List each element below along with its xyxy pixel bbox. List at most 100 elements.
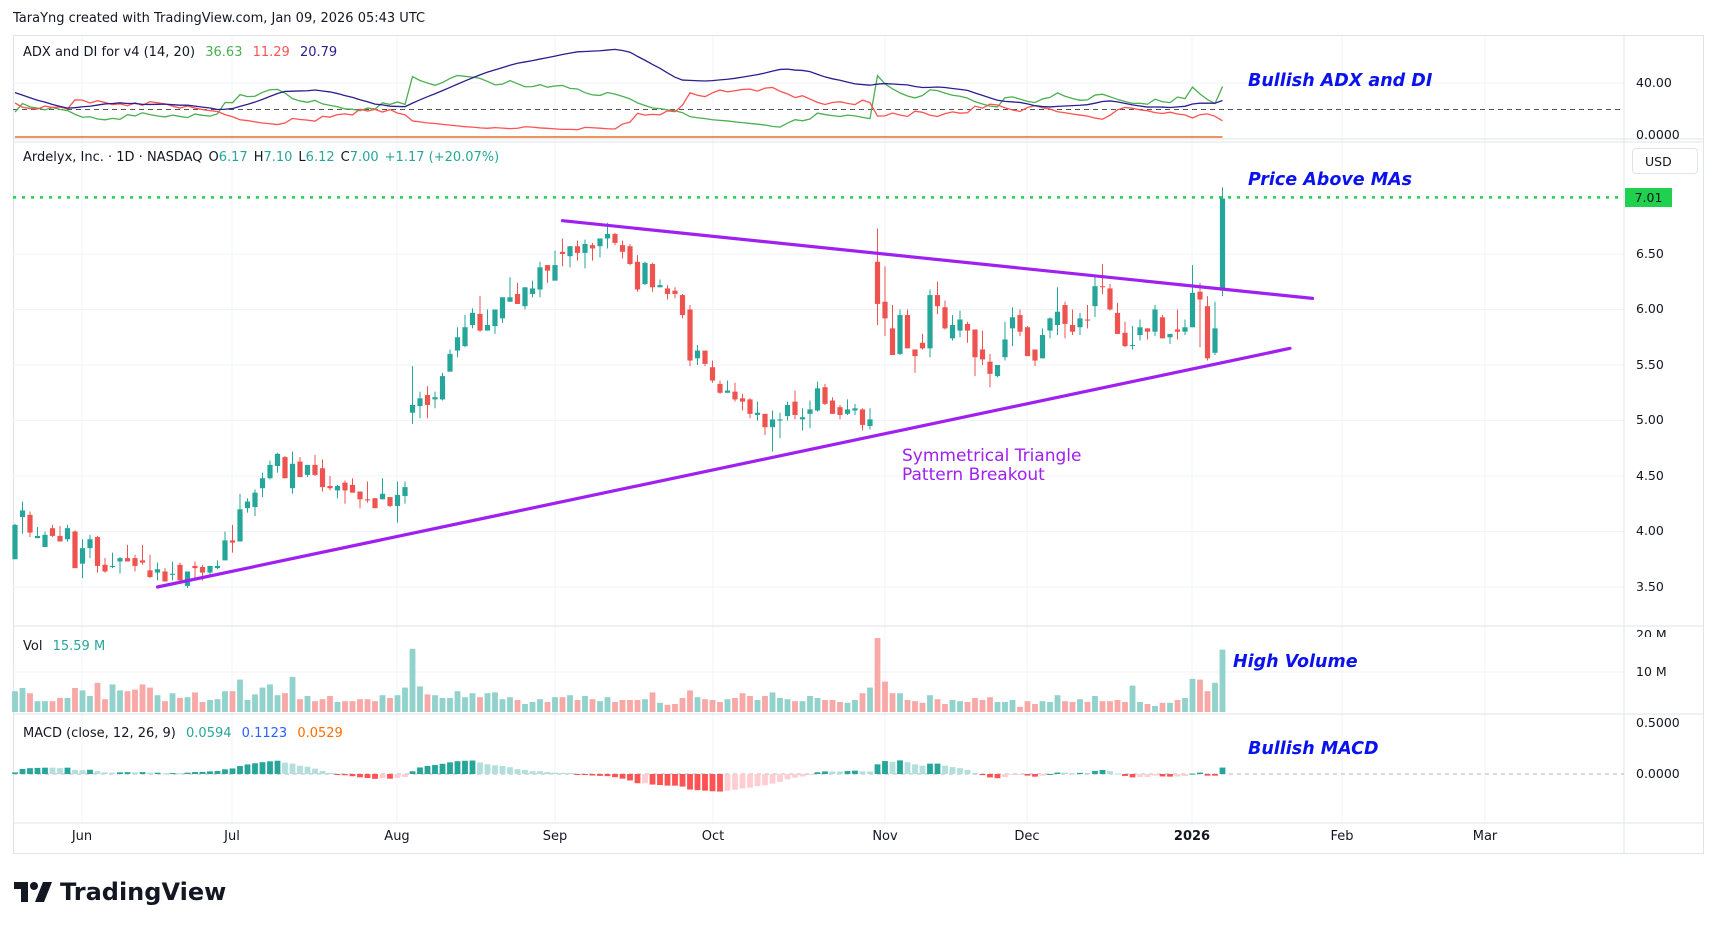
macd-histogram-bar — [612, 774, 618, 778]
volume-bar — [777, 698, 783, 712]
candle-body — [1219, 198, 1226, 291]
volume-bar — [1144, 704, 1151, 712]
macd-histogram-bar — [814, 772, 821, 774]
adx-legend[interactable]: ADX and DI for v4 (14, 20) 36.63 11.29 2… — [23, 45, 343, 60]
candle — [814, 381, 821, 412]
candle — [1017, 309, 1023, 337]
time-axis-label: 2026 — [1173, 829, 1211, 844]
candle — [912, 349, 918, 373]
candle — [394, 481, 401, 523]
macd-histogram-bar — [252, 763, 258, 774]
candle-body — [912, 349, 918, 357]
volume-bar — [304, 696, 311, 712]
macd-histogram-bar — [747, 774, 753, 788]
candle-body — [484, 325, 491, 331]
candle — [79, 539, 86, 579]
candle-body — [739, 398, 746, 402]
macd-histogram-bar — [1144, 774, 1151, 778]
price-legend[interactable]: Ardelyx, Inc. · 1D · NASDAQ O6.17 H7.10 L6.… — [23, 150, 505, 165]
high-value: 7.10 — [263, 150, 293, 165]
candle-body — [867, 419, 873, 427]
volume-bar — [724, 699, 731, 712]
candle-body — [717, 383, 723, 393]
volume-label: Vol — [23, 639, 43, 654]
macd-histogram-bar — [484, 764, 491, 774]
volume-bar — [994, 702, 1001, 712]
candle-body — [514, 293, 521, 304]
candle-body — [499, 297, 506, 319]
volume-bar — [12, 691, 18, 712]
candle — [567, 246, 573, 268]
candle — [177, 562, 183, 581]
volume-bar — [784, 699, 791, 712]
macd-histogram-bar — [79, 770, 86, 774]
candle-body — [709, 367, 716, 381]
macd-histogram-bar — [1204, 774, 1211, 776]
candle — [597, 238, 603, 258]
volume-bar — [859, 693, 866, 712]
volume-bar — [1212, 682, 1218, 712]
macd-histogram-bar — [1077, 772, 1083, 774]
candle-body — [27, 514, 33, 533]
macd-histogram-bar — [1047, 773, 1053, 775]
candle-body — [1062, 305, 1068, 324]
candle-body — [702, 350, 708, 364]
annotation-bullish-macd: Bullish MACD — [1248, 739, 1379, 759]
volume-bar — [814, 698, 821, 712]
macd-histogram-bar — [837, 771, 843, 774]
candle-body — [19, 510, 26, 518]
candle — [34, 527, 41, 539]
triangle-lower-trendline — [155, 346, 1292, 589]
candle-body — [642, 262, 648, 284]
candle-body — [1174, 329, 1181, 332]
currency-button[interactable]: USD — [1632, 148, 1698, 174]
macd-histogram-bar — [109, 772, 116, 774]
candle-body — [567, 246, 573, 257]
candle — [154, 562, 161, 581]
macd-histogram-bar — [852, 770, 858, 774]
candle-body — [1032, 349, 1038, 361]
candle-body — [1144, 328, 1151, 332]
price-axis-label: 5.50 — [1636, 357, 1664, 372]
macd-histogram-bar — [1182, 774, 1188, 777]
volume-bar — [514, 700, 521, 712]
candle — [1114, 302, 1121, 334]
macd-histogram-bar — [1152, 774, 1158, 776]
tradingview-logo[interactable]: TradingView — [14, 878, 226, 906]
macd-histogram-bar — [589, 774, 596, 776]
macd-histogram-bar — [334, 774, 341, 775]
candle-body — [942, 307, 948, 329]
candle — [364, 481, 371, 503]
volume-bar — [87, 696, 93, 712]
candle-body — [859, 409, 866, 425]
volume-bar — [559, 697, 566, 712]
volume-legend[interactable]: Vol 15.59 M — [23, 639, 111, 654]
candle-body — [949, 325, 956, 339]
candle — [529, 280, 536, 298]
candle — [349, 478, 356, 493]
candle — [634, 255, 641, 292]
candle-body — [439, 376, 446, 400]
macd-histogram-bar — [357, 774, 363, 778]
volume-bar — [439, 698, 446, 712]
volume-bar — [1204, 691, 1211, 712]
macd-histogram-bar — [289, 763, 296, 774]
adx-legend-label: ADX and DI for v4 (14, 20) — [23, 45, 196, 60]
macd-histogram-bar — [87, 769, 93, 774]
candle-body — [1122, 332, 1128, 347]
candle — [1062, 301, 1068, 339]
candle — [1219, 187, 1226, 297]
candle — [574, 240, 581, 261]
candle-body — [57, 535, 63, 542]
macd-histogram-bar — [12, 772, 18, 774]
macd-histogram-bar — [799, 774, 806, 777]
volume-bar — [1197, 679, 1203, 712]
candle — [274, 452, 281, 473]
macd-legend[interactable]: MACD (close, 12, 26, 9) 0.0594 0.1123 0.… — [23, 726, 349, 741]
macd-histogram-bar — [454, 761, 461, 774]
candle-body — [214, 565, 221, 569]
candle — [409, 366, 416, 424]
volume-bar — [739, 693, 746, 712]
candle — [724, 380, 731, 393]
